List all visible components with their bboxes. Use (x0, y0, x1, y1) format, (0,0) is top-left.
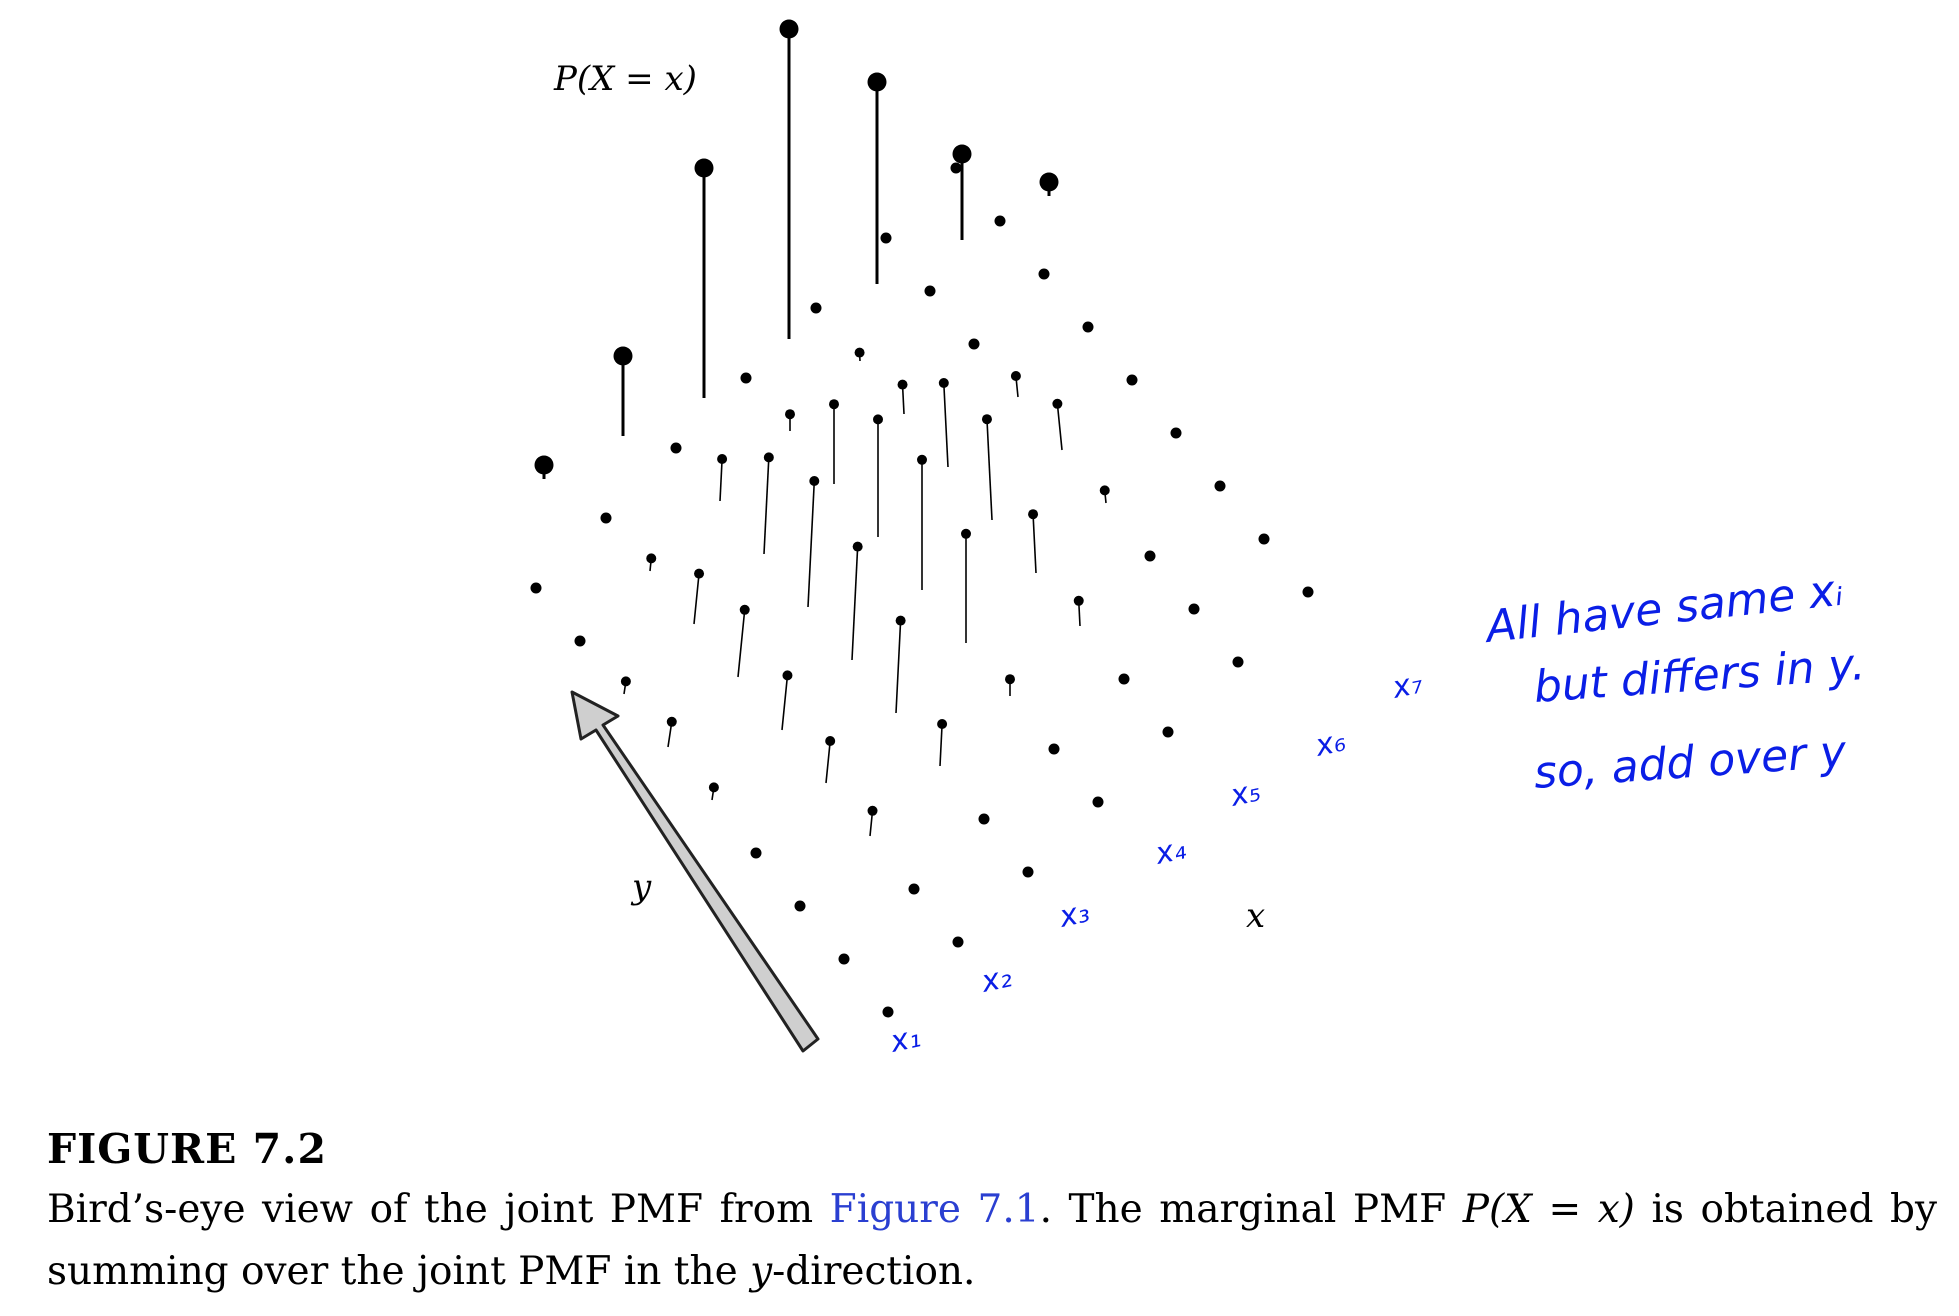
pmf-stem (740, 372, 752, 384)
pmf-stem (646, 553, 657, 572)
marginal-stem (534, 455, 554, 479)
pmf-stem (1048, 743, 1060, 755)
pmf-stem (1302, 586, 1314, 598)
pmf-stem (763, 452, 774, 555)
pmf-stem (937, 719, 948, 767)
y-axis-label: y (630, 867, 652, 907)
pmf-stem (1022, 866, 1034, 878)
pmf-stem (1188, 603, 1200, 615)
caption-text: Bird’s-eye view of the joint PMF from Fi… (47, 1179, 1937, 1303)
pmf-stem (854, 347, 865, 362)
pmf-stem (838, 953, 850, 965)
pmf-stem (1099, 485, 1110, 504)
pmf-stem (895, 615, 906, 714)
figure-caption: FIGURE 7.2 Bird’s-eye view of the joint … (47, 1125, 1937, 1303)
pmf-stem (1170, 427, 1182, 439)
pmf-stem (807, 476, 820, 608)
pmf-stem (708, 782, 719, 801)
pmf-stem (1073, 595, 1084, 627)
pmf-stem (952, 936, 964, 948)
pmf-stem (994, 215, 1006, 227)
caption-part-2: . The marginal PMF (1039, 1187, 1463, 1232)
annotation-note-line-3: so, add over y (1532, 726, 1849, 799)
pmf-stem (978, 813, 990, 825)
pmf-stem (1144, 550, 1156, 562)
pmf-stem (785, 409, 795, 431)
caption-variable: y (750, 1249, 773, 1294)
pmf-stem (810, 302, 822, 314)
figure-label: FIGURE 7.2 (47, 1125, 327, 1173)
caption-part-1: Bird’s-eye view of the joint PMF from (47, 1187, 830, 1232)
figure-7-1-link[interactable]: Figure 7.1 (829, 1187, 1040, 1232)
pmf-stem (1232, 656, 1244, 668)
pmf-stem (1028, 509, 1039, 574)
pmf-stem (961, 528, 971, 643)
pmf-stem (1162, 726, 1174, 738)
annotation-note-line-2: but differs in y. (1532, 639, 1866, 713)
annotation-x7: x₇ (1388, 665, 1425, 706)
pmf-stem (851, 541, 863, 661)
pmf-stem (1118, 673, 1130, 685)
annotation-x3: x₃ (1055, 894, 1092, 935)
annotation-x4: x₄ (1151, 831, 1188, 872)
pmf-stem (1005, 674, 1015, 696)
pmf-stem (794, 900, 806, 912)
annotation-x2: x₂ (977, 959, 1014, 1000)
pmf-stem (829, 399, 839, 484)
marginal-stem (867, 72, 887, 284)
marginal-axis-label: P(X = x) (553, 59, 697, 99)
pmf-stem (873, 414, 883, 537)
pmf-stem (908, 883, 920, 895)
pmf-stem (981, 414, 993, 521)
summing-direction-arrow (570, 690, 820, 1053)
pmf-stem (882, 1006, 894, 1018)
pmf-stem (600, 512, 612, 524)
marginal-stem (1039, 172, 1059, 196)
pmf-stem (737, 604, 750, 678)
pmf-stem (1258, 533, 1270, 545)
pmf-stem (530, 582, 542, 594)
pmf-stem (1010, 371, 1021, 398)
pmf-stem (867, 805, 878, 837)
joint-pmf-figure: P(X = x) y x x₁ x₂ x₃ x₄ x₅ x₆ x₇ All ha… (530, 19, 1867, 1060)
pmf-stem (717, 454, 728, 502)
pmf-stem (670, 442, 682, 454)
pmf-stem (1092, 796, 1104, 808)
marginal-pmf-stems (534, 19, 1059, 479)
caption-formula: P(X = x) (1462, 1187, 1635, 1232)
annotation-note-line-1: All have same xᵢ (1481, 565, 1846, 653)
pmf-stem (897, 379, 908, 415)
pmf-stem (1038, 268, 1050, 280)
pmf-stem (950, 162, 962, 174)
marginal-stem (952, 144, 972, 240)
pmf-stem (825, 736, 836, 784)
marginal-stem (613, 346, 633, 436)
marginal-stem (694, 158, 714, 398)
pmf-stem (938, 378, 949, 468)
caption-part-4: -direction. (772, 1249, 976, 1294)
pmf-stem (1052, 398, 1063, 451)
pmf-stem (781, 670, 793, 731)
x-axis-label: x (1246, 896, 1265, 936)
annotation-x6: x₆ (1311, 723, 1348, 764)
pmf-stems (530, 162, 1314, 1018)
marginal-stem (779, 19, 799, 339)
pmf-stem (968, 338, 980, 350)
pmf-stem (917, 454, 927, 590)
pmf-stem (750, 847, 762, 859)
pmf-stem (1082, 321, 1094, 333)
pmf-stem (620, 676, 631, 695)
pmf-stem (666, 716, 677, 748)
annotation-x5: x₅ (1226, 773, 1263, 814)
caption-part-3: is obtained by summing over the joint PM… (47, 1187, 1938, 1294)
pmf-stem (924, 285, 936, 297)
pmf-stem (693, 568, 705, 625)
pmf-stem (574, 635, 586, 647)
annotation-x1: x₁ (886, 1019, 923, 1060)
pmf-stem (880, 232, 892, 244)
pmf-stem (1126, 374, 1138, 386)
pmf-stem (1214, 480, 1226, 492)
